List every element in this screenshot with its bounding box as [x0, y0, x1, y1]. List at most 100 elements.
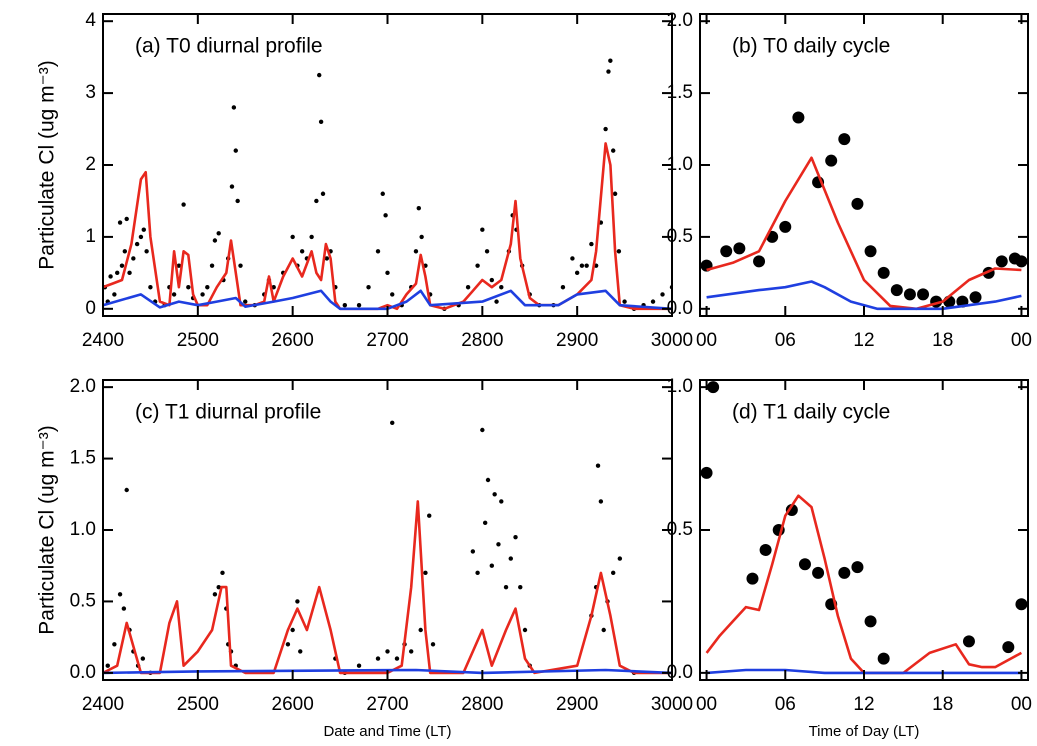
point — [522, 627, 528, 633]
axes-frame — [699, 379, 1029, 681]
point — [122, 249, 128, 254]
point — [117, 220, 123, 225]
y-tick-label: 1 — [85, 226, 96, 247]
point — [903, 288, 916, 301]
y-tick-label: 3 — [85, 82, 96, 103]
x-tick-label: 3000 — [651, 330, 693, 351]
point — [171, 292, 177, 297]
y-tick-label: 1.0 — [667, 154, 693, 175]
point — [124, 487, 129, 493]
point — [385, 649, 390, 654]
point — [496, 542, 501, 547]
point — [356, 663, 362, 668]
point — [375, 656, 381, 661]
point — [1015, 598, 1028, 611]
point — [864, 615, 877, 628]
point — [380, 191, 385, 196]
point — [917, 288, 930, 301]
point — [470, 549, 476, 554]
point — [475, 263, 480, 268]
point — [480, 427, 485, 433]
point — [617, 556, 623, 561]
x-tick-label: 2400 — [82, 694, 124, 715]
y-tick-label: 1.0 — [667, 376, 693, 397]
x-tick-label: 2600 — [272, 330, 314, 351]
point — [134, 241, 140, 247]
point — [144, 249, 149, 254]
x-tick-label: 2800 — [461, 330, 503, 351]
point — [121, 606, 127, 611]
point — [499, 285, 504, 290]
point — [309, 234, 314, 240]
point — [108, 274, 113, 279]
point — [616, 249, 622, 254]
point — [299, 249, 305, 254]
line — [706, 156, 1022, 311]
point — [877, 652, 890, 665]
line — [103, 289, 672, 311]
point — [560, 285, 566, 290]
point — [798, 558, 811, 571]
point — [851, 197, 864, 210]
point — [383, 213, 388, 218]
y-tick-label: 4 — [85, 10, 96, 31]
point — [622, 299, 627, 304]
point — [465, 285, 471, 290]
point — [518, 584, 523, 590]
point — [877, 266, 890, 279]
point — [851, 561, 864, 574]
point — [233, 148, 238, 153]
point — [720, 245, 733, 258]
point — [608, 58, 613, 63]
point — [494, 299, 499, 304]
point — [138, 234, 144, 240]
point — [112, 292, 117, 297]
point — [105, 663, 110, 668]
point — [216, 231, 221, 236]
point — [660, 292, 665, 297]
y-axis-label: Particulate Cl (ug m⁻³) — [36, 60, 59, 269]
x-tick-label: 00 — [696, 330, 717, 351]
y-tick-label: 2 — [85, 154, 96, 175]
point — [584, 263, 589, 268]
point — [231, 105, 237, 110]
point — [314, 198, 319, 204]
x-tick-label: 12 — [853, 330, 874, 351]
x-axis-label: Time of Day (LT) — [809, 723, 920, 740]
point — [356, 303, 362, 308]
point — [489, 277, 495, 283]
point — [601, 627, 606, 633]
point — [285, 642, 291, 647]
point — [759, 544, 772, 556]
point — [995, 255, 1008, 268]
y-tick-label: 2.0 — [70, 376, 96, 397]
point — [864, 245, 877, 258]
point — [611, 570, 616, 576]
point — [141, 227, 146, 232]
x-tick-label: 06 — [775, 694, 796, 715]
panel-title: (d) T1 daily cycle — [732, 401, 890, 424]
point — [489, 563, 495, 568]
y-tick-label: 2.0 — [667, 10, 693, 31]
y-tick-label: 0.5 — [667, 519, 693, 540]
x-tick-label: 12 — [853, 694, 874, 715]
point — [779, 220, 792, 233]
point — [482, 520, 488, 526]
point — [186, 285, 191, 290]
point — [418, 627, 423, 633]
point — [812, 566, 825, 579]
plot-area — [103, 58, 672, 312]
line — [103, 142, 672, 311]
point — [825, 154, 838, 167]
point — [317, 72, 322, 78]
point — [200, 292, 205, 297]
point — [650, 299, 656, 304]
point — [733, 242, 746, 255]
point — [295, 599, 300, 604]
x-tick-label: 2500 — [177, 694, 219, 715]
point — [127, 270, 132, 276]
point — [385, 270, 390, 276]
x-tick-label: 06 — [775, 330, 796, 351]
point — [229, 184, 235, 189]
